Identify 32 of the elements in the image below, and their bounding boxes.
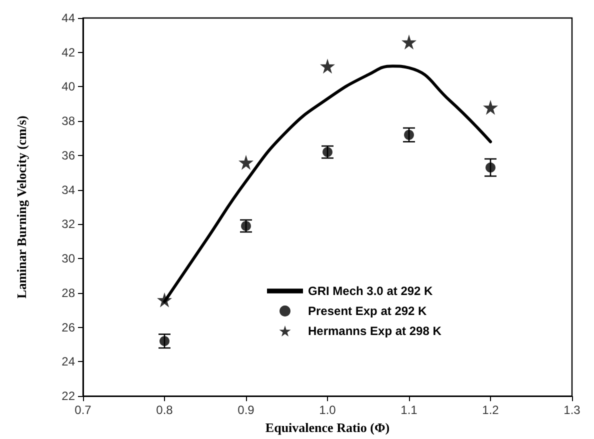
x-tick-label: 1.3 xyxy=(564,403,581,418)
y-tick-label: 36 xyxy=(62,148,76,162)
y-tick-label: 30 xyxy=(62,252,76,266)
point xyxy=(160,336,170,346)
x-tick-label: 1.1 xyxy=(400,403,418,418)
y-tick-label: 44 xyxy=(62,11,76,25)
x-tick-label: 1.0 xyxy=(319,403,336,418)
y-tick-label: 28 xyxy=(62,286,76,300)
legend-label: Present Exp at 292 K xyxy=(308,304,428,318)
point xyxy=(320,58,335,74)
y-tick-label: 22 xyxy=(62,389,76,404)
legend-label: Hermanns Exp at 298 K xyxy=(308,324,442,338)
point xyxy=(402,34,416,50)
x-axis-title: Equivalence Ratio (Φ) xyxy=(265,420,390,435)
y-tick-label: 32 xyxy=(62,217,76,232)
point xyxy=(483,100,498,115)
point xyxy=(157,292,172,308)
y-tick-label: 42 xyxy=(62,45,76,60)
y-tick-label: 38 xyxy=(62,114,76,128)
point xyxy=(238,154,254,170)
x-tick-label: 0.8 xyxy=(156,403,174,418)
point xyxy=(404,130,414,140)
x-tick-label: 0.9 xyxy=(238,403,255,418)
y-tick-label: 24 xyxy=(62,354,76,369)
y-axis-title: Laminar Burning Velocity (cm/s) xyxy=(14,116,29,298)
legend-label: GRI Mech 3.0 at 292 K xyxy=(308,284,434,298)
y-tick-label: 40 xyxy=(62,80,76,94)
x-tick-label: 0.7 xyxy=(74,403,92,418)
y-tick-label: 26 xyxy=(62,320,76,334)
y-tick-label: 34 xyxy=(62,182,76,197)
x-tick-label: 1.2 xyxy=(482,403,500,418)
point xyxy=(486,162,496,173)
